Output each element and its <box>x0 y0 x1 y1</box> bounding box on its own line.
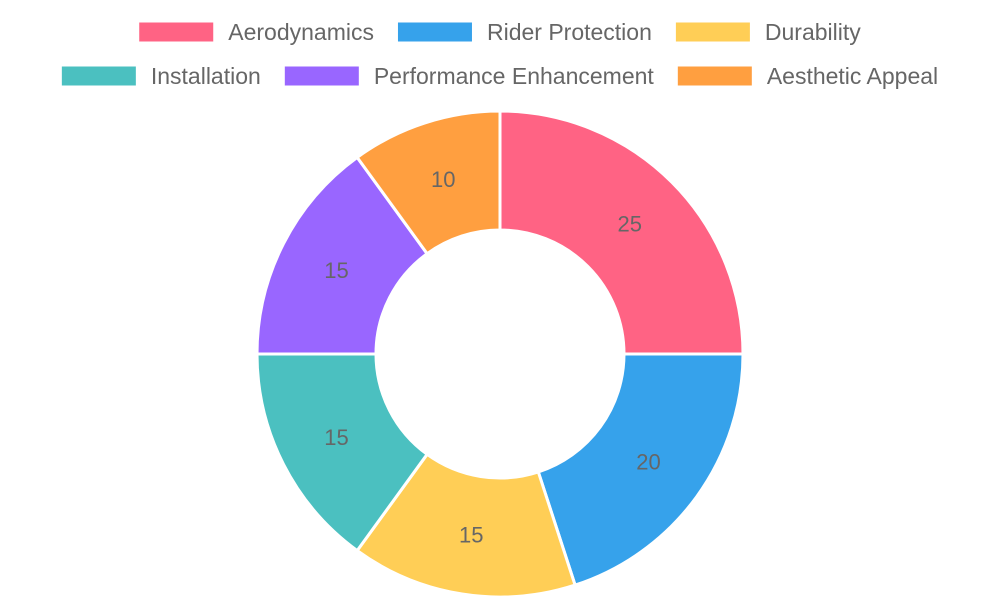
slices <box>255 109 745 599</box>
data-labels: 25 20 15 15 15 10 <box>324 167 660 548</box>
legend-label: Aesthetic Appeal <box>767 63 938 89</box>
slice-aerodynamics[interactable] <box>498 109 745 356</box>
legend-item[interactable]: Rider Protection <box>397 19 652 45</box>
legend-label: Performance Enhancement <box>374 63 655 89</box>
legend-item[interactable]: Aerodynamics <box>139 19 374 45</box>
slice-rider-protection[interactable] <box>536 352 745 587</box>
legend-swatch <box>677 66 752 86</box>
slice-durability[interactable] <box>355 452 577 599</box>
slice-aesthetic-appeal[interactable] <box>355 109 502 256</box>
legend: Aerodynamics Rider Protection Durability In… <box>61 19 938 89</box>
slice-value-label: 15 <box>324 258 348 283</box>
slice-value-label: 15 <box>324 425 348 450</box>
legend-item[interactable]: Performance Enhancement <box>284 63 655 89</box>
legend-swatch <box>61 66 136 86</box>
legend-swatch <box>397 22 472 42</box>
legend-swatch <box>284 66 359 86</box>
legend-item[interactable]: Aesthetic Appeal <box>677 63 938 89</box>
legend-swatch <box>675 22 750 42</box>
slice-value-label: 15 <box>459 523 483 548</box>
legend-label: Durability <box>765 19 861 45</box>
slice-value-label: 25 <box>618 212 642 237</box>
slice-value-label: 20 <box>636 449 660 474</box>
legend-item[interactable]: Installation <box>61 63 261 89</box>
legend-label: Installation <box>151 63 261 89</box>
legend-label: Rider Protection <box>487 19 652 45</box>
legend-swatch <box>139 22 214 42</box>
legend-item[interactable]: Durability <box>675 19 861 45</box>
slice-value-label: 10 <box>431 167 455 192</box>
legend-label: Aerodynamics <box>228 19 374 45</box>
slice-performance-enhancement[interactable] <box>255 155 429 356</box>
slice-installation[interactable] <box>255 352 429 553</box>
